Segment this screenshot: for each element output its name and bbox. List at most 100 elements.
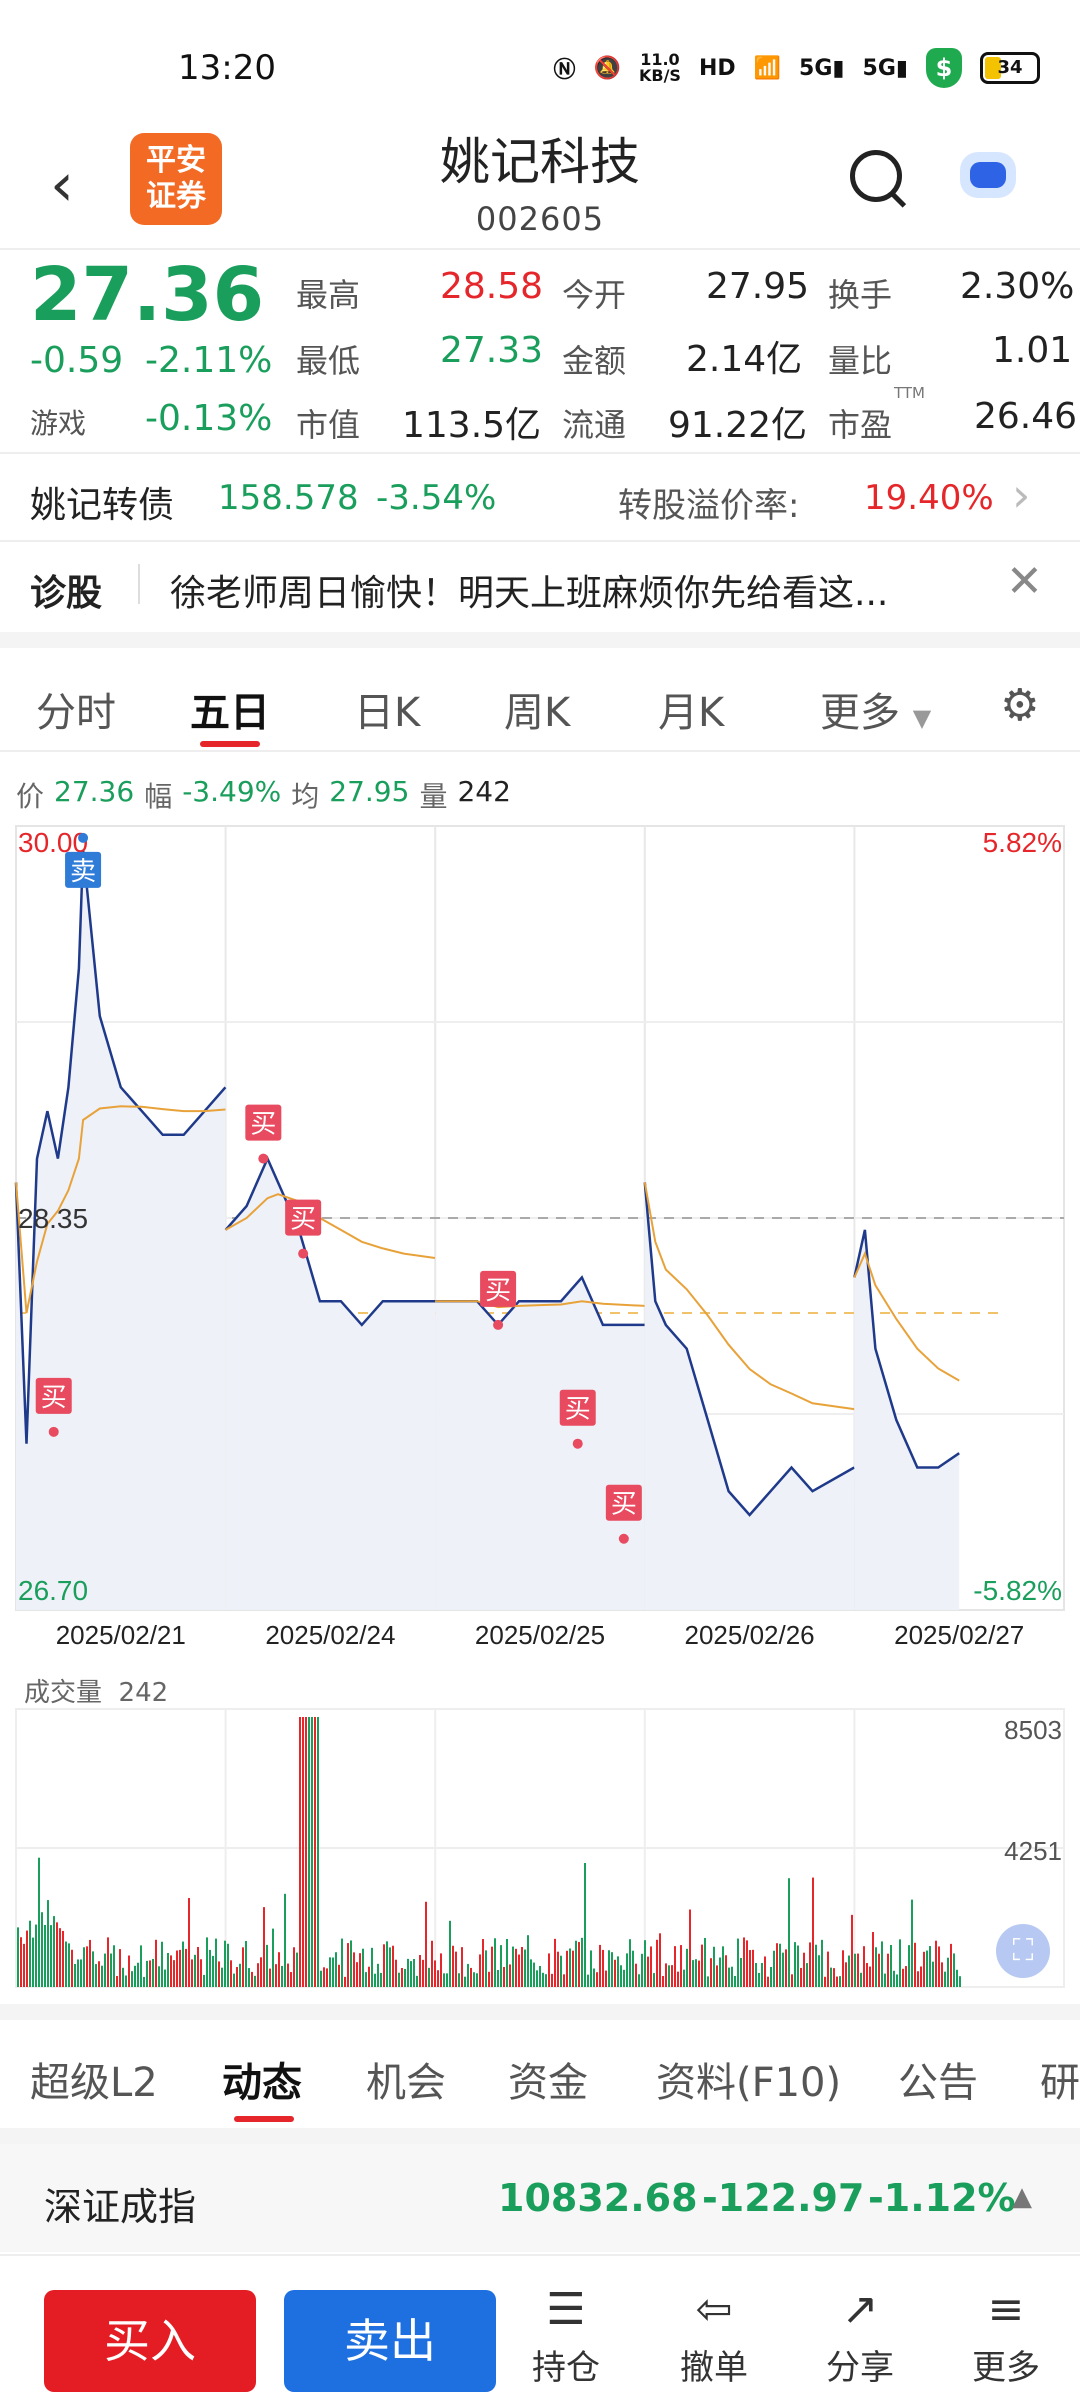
volume-bar (86, 1946, 88, 1987)
tab-announcement[interactable]: 公告 (898, 2060, 978, 2106)
volume-bar (155, 1939, 157, 1987)
tab-monthly-k[interactable]: 月K (658, 690, 725, 736)
share-button[interactable]: ↗ 分享 (810, 2280, 910, 2389)
volume-bar (323, 1967, 325, 1987)
volume-bar (227, 1943, 229, 1987)
vol-value: 242 (457, 775, 511, 808)
volume-bar (587, 1974, 589, 1987)
volume-bar (614, 1959, 616, 1987)
volume-bar (479, 1954, 481, 1987)
volume-bar (773, 1950, 775, 1987)
volume-bar (701, 1944, 703, 1987)
convertible-bond-row[interactable]: 姚记转债 158.578 -3.54% 转股溢价率: 19.40% › (0, 454, 1080, 540)
diagnosis-message: 徐老师周日愉快！明天上班麻烦你先给看这... (170, 573, 889, 614)
volume-bar (38, 1857, 40, 1987)
volume-bar (554, 1938, 556, 1987)
volume-bar (101, 1965, 103, 1987)
volume-bar (362, 1948, 364, 1987)
tab-daily-k[interactable]: 日K (354, 690, 421, 736)
volume-bar (98, 1961, 100, 1987)
tab-funds[interactable]: 资金 (508, 2060, 588, 2106)
cancel-order-button[interactable]: ⇦ 撤单 (664, 2280, 764, 2389)
holdings-button[interactable]: ☰ 持仓 (516, 2280, 616, 2389)
volume-bar (35, 1924, 37, 1987)
sell-button[interactable]: 卖出 (284, 2290, 496, 2392)
volume-bar (179, 1949, 181, 1987)
premium-value: 19.40% (864, 478, 994, 518)
volume-bar (812, 1877, 814, 1987)
volume-bar (125, 1975, 127, 1987)
volume-bar (863, 1946, 865, 1987)
diagnosis-row[interactable]: 诊股 徐老师周日愉快！明天上班麻烦你先给看这... ✕ (0, 542, 1080, 630)
volume-bar (662, 1976, 664, 1987)
tab-weekly-k[interactable]: 周K (504, 690, 571, 736)
tab-five-day[interactable]: 五日 (190, 690, 270, 736)
volume-bar (320, 1970, 322, 1987)
high-label: 最高 (296, 276, 361, 314)
tab-more[interactable]: 更多 ▼ (820, 690, 932, 736)
divider (138, 564, 140, 604)
average-line (435, 1300, 645, 1309)
back-button[interactable]: ‹ (50, 150, 74, 220)
volume-bar (596, 1972, 598, 1987)
close-icon[interactable]: ✕ (1006, 556, 1043, 607)
volume-bar (59, 1928, 61, 1987)
volume-bar (611, 1952, 613, 1987)
volume-bar (581, 1937, 583, 1987)
turnover-label: 换手 (828, 276, 893, 314)
volume-bar (428, 1967, 430, 1987)
volume-bar (152, 1958, 154, 1987)
volume-bar (473, 1972, 475, 1987)
tab-research[interactable]: 研 (1040, 2060, 1080, 2106)
volume-bar (893, 1970, 895, 1987)
sector-change: -0.13% (145, 398, 273, 439)
volume-bar (833, 1968, 835, 1987)
search-icon[interactable] (850, 150, 902, 202)
volume-bar (209, 1949, 211, 1987)
more-button[interactable]: ≡ 更多 (956, 2280, 1056, 2389)
volume-bar (527, 1935, 529, 1987)
volume-bar (194, 1954, 196, 1987)
settings-gear-icon[interactable]: ⚙ (1000, 680, 1040, 731)
tab-opportunity[interactable]: 机会 (366, 2060, 446, 2106)
divider (0, 452, 1080, 454)
pct-max-label: 5.82% (983, 827, 1062, 858)
volume-bar (917, 1971, 919, 1987)
date-label: 2025/02/27 (894, 1620, 1024, 1650)
volume-bar (182, 1941, 184, 1987)
volume-bar (128, 1955, 130, 1987)
tab-intraday[interactable]: 分时 (36, 690, 116, 736)
fullscreen-icon[interactable]: ⛶ (996, 1924, 1050, 1978)
assistant-robot-icon[interactable] (960, 152, 1016, 198)
volume-bar (743, 1937, 745, 1987)
open-value: 27.95 (706, 266, 810, 307)
volume-chart: 8503 4251 (15, 1708, 1065, 1988)
volume-bar (878, 1953, 880, 1987)
index-ticker[interactable]: 深证成指 10832.68 -122.97 -1.12% ▲ (0, 2144, 1080, 2252)
volume-bar (296, 1952, 298, 1987)
volume-bar (164, 1969, 166, 1987)
volume-bar (821, 1939, 823, 1987)
volume-bar (338, 1964, 340, 1987)
volume-bar (698, 1960, 700, 1987)
five-day-price-chart[interactable]: 30.0026.705.82%-5.82%28.35买卖买买买买买2025/02… (0, 820, 1080, 1650)
volume-bar (206, 1937, 208, 1987)
volume-bar (779, 1943, 781, 1987)
volume-bar (830, 1967, 832, 1987)
volume-bar (41, 1912, 43, 1987)
tab-f10[interactable]: 资料(F10) (656, 2060, 842, 2106)
tab-news[interactable]: 动态 (222, 2060, 302, 2106)
premium-label: 转股溢价率: (618, 486, 800, 526)
volume-bar (221, 1967, 223, 1987)
average-line (853, 1250, 960, 1382)
volume-bar (815, 1944, 817, 1987)
tab-super-l2[interactable]: 超级L2 (30, 2060, 158, 2106)
volume-bar (719, 1957, 721, 1987)
volume-bar (890, 1944, 892, 1987)
volume-bar (959, 1976, 961, 1987)
buy-button[interactable]: 买入 (44, 2290, 256, 2392)
volume-bar (56, 1922, 58, 1987)
bond-price: 158.578 (218, 478, 359, 518)
index-change-pct: -1.12% (868, 2176, 1016, 2220)
volume-bar (461, 1947, 463, 1987)
